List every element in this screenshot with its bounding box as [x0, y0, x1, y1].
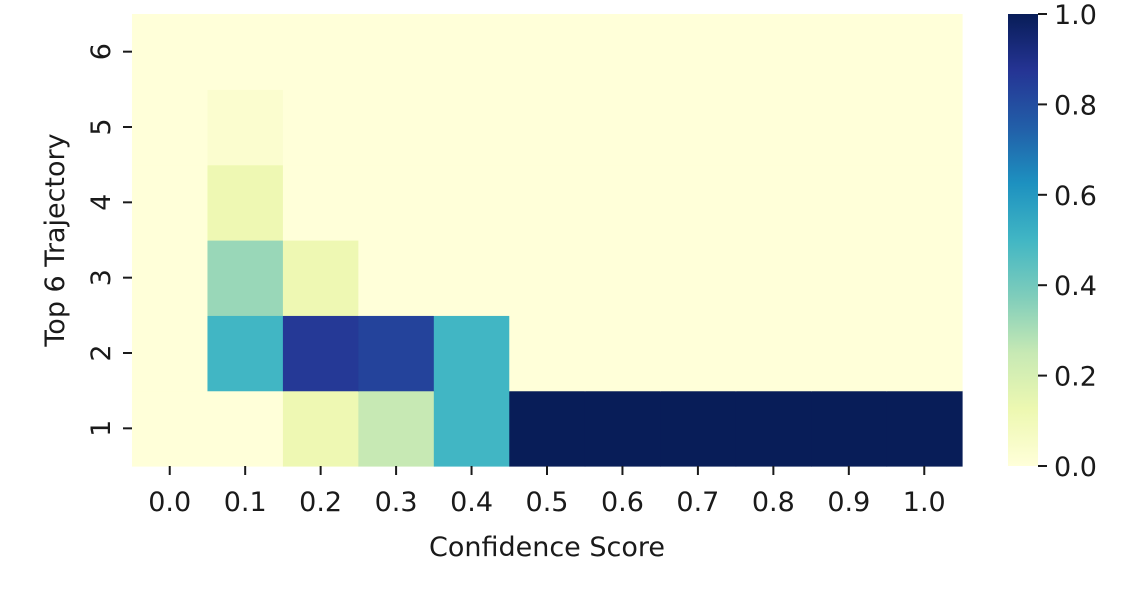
heatmap-cell: [282, 89, 359, 166]
heatmap-cell: [584, 14, 661, 90]
heatmap-cell: [886, 89, 963, 166]
x-tick-label: 0.0: [148, 487, 191, 518]
heatmap-cell: [584, 315, 661, 392]
heatmap-cell: [132, 315, 209, 392]
heatmap-cell: [509, 240, 586, 316]
heatmap-cell: [433, 14, 510, 90]
heatmap-cell: [886, 390, 963, 467]
heatmap-cell: [811, 240, 888, 316]
x-tick-label: 0.9: [827, 487, 870, 518]
x-tick-label: 1.0: [903, 487, 946, 518]
heatmap-cell: [207, 89, 284, 166]
x-tick-label: 0.5: [526, 487, 569, 518]
x-tick-label: 0.4: [450, 487, 493, 518]
colorbar-tick-label: 1.0: [1054, 0, 1097, 31]
y-tick-label: 4: [86, 194, 117, 211]
heatmap-cell: [735, 164, 812, 241]
y-tick-label: 6: [86, 43, 117, 60]
y-axis-label: Top 6 Trajectory: [40, 133, 71, 347]
heatmap-cell: [509, 89, 586, 166]
heatmap-cell: [660, 164, 737, 241]
heatmap-cell: [886, 240, 963, 316]
heatmap-cell: [282, 14, 359, 90]
heatmap-cell: [282, 390, 359, 467]
heatmap-cell: [584, 164, 661, 241]
heatmap-cell: [207, 240, 284, 316]
heatmap-cell: [811, 14, 888, 90]
heatmap-cells: [132, 14, 963, 467]
x-tick-label: 0.1: [224, 487, 267, 518]
heatmap-cell: [358, 390, 435, 467]
y-tick-label: 2: [86, 344, 117, 361]
heatmap-cell: [282, 164, 359, 241]
heatmap-cell: [509, 315, 586, 392]
colorbar-ticks: 0.0 0.2 0.4 0.6 0.8 1.0: [1038, 0, 1097, 483]
heatmap-cell: [584, 390, 661, 467]
heatmap-cell: [207, 164, 284, 241]
heatmap-cell: [132, 240, 209, 316]
heatmap-cell: [509, 164, 586, 241]
heatmap-cell: [735, 315, 812, 392]
x-axis-ticks: 0.0 0.1 0.2 0.3 0.4 0.5 0.6 0.7 0.8 0.9 1.0: [148, 466, 946, 518]
heatmap-cell: [660, 315, 737, 392]
heatmap-cell: [433, 240, 510, 316]
heatmap-cell: [660, 14, 737, 90]
heatmap-cell: [811, 89, 888, 166]
heatmap-cell: [811, 390, 888, 467]
y-tick-label: 3: [86, 269, 117, 286]
heatmap-cell: [433, 89, 510, 166]
heatmap-cell: [358, 14, 435, 90]
heatmap-cell: [358, 89, 435, 166]
heatmap-cell: [282, 240, 359, 316]
x-tick-label: 0.6: [601, 487, 644, 518]
heatmap-cell: [132, 164, 209, 241]
heatmap-cell: [207, 14, 284, 90]
y-tick-label: 5: [86, 118, 117, 135]
heatmap-cell: [660, 390, 737, 467]
heatmap-cell: [811, 164, 888, 241]
heatmap-cell: [735, 390, 812, 467]
colorbar: [1008, 14, 1038, 466]
heatmap-cell: [358, 164, 435, 241]
heatmap-cell: [584, 89, 661, 166]
heatmap-cell: [886, 315, 963, 392]
x-tick-label: 0.3: [375, 487, 418, 518]
heatmap-cell: [660, 240, 737, 316]
heatmap-cell: [660, 89, 737, 166]
heatmap-cell: [207, 315, 284, 392]
colorbar-tick-label: 0.0: [1054, 452, 1097, 483]
colorbar-tick-label: 0.4: [1054, 271, 1097, 302]
colorbar-tick-label: 0.8: [1054, 90, 1097, 121]
y-axis-ticks: 1 2 3 4 5 6: [86, 43, 132, 437]
heatmap-cell: [811, 315, 888, 392]
heatmap-cell: [509, 390, 586, 467]
heatmap-cell: [886, 14, 963, 90]
heatmap-cell: [735, 240, 812, 316]
heatmap-cell: [433, 164, 510, 241]
heatmap-cell: [584, 240, 661, 316]
heatmap-cell: [282, 315, 359, 392]
x-tick-label: 0.7: [676, 487, 719, 518]
heatmap-cell: [735, 14, 812, 90]
colorbar-tick-label: 0.2: [1054, 362, 1097, 393]
colorbar-tick-label: 0.6: [1054, 181, 1097, 212]
heatmap-cell: [358, 315, 435, 392]
heatmap-cell: [132, 390, 209, 467]
heatmap-cell: [132, 14, 209, 90]
heatmap-cell: [433, 315, 510, 392]
heatmap-cell: [358, 240, 435, 316]
heatmap-cell: [735, 89, 812, 166]
x-axis-label: Confidence Score: [429, 532, 665, 563]
heatmap-cell: [886, 164, 963, 241]
heatmap-cell: [509, 14, 586, 90]
heatmap-cell: [132, 89, 209, 166]
heatmap-cell: [207, 390, 284, 467]
heatmap-cell: [433, 390, 510, 467]
x-tick-label: 0.2: [299, 487, 342, 518]
y-tick-label: 1: [86, 420, 117, 437]
x-tick-label: 0.8: [752, 487, 795, 518]
